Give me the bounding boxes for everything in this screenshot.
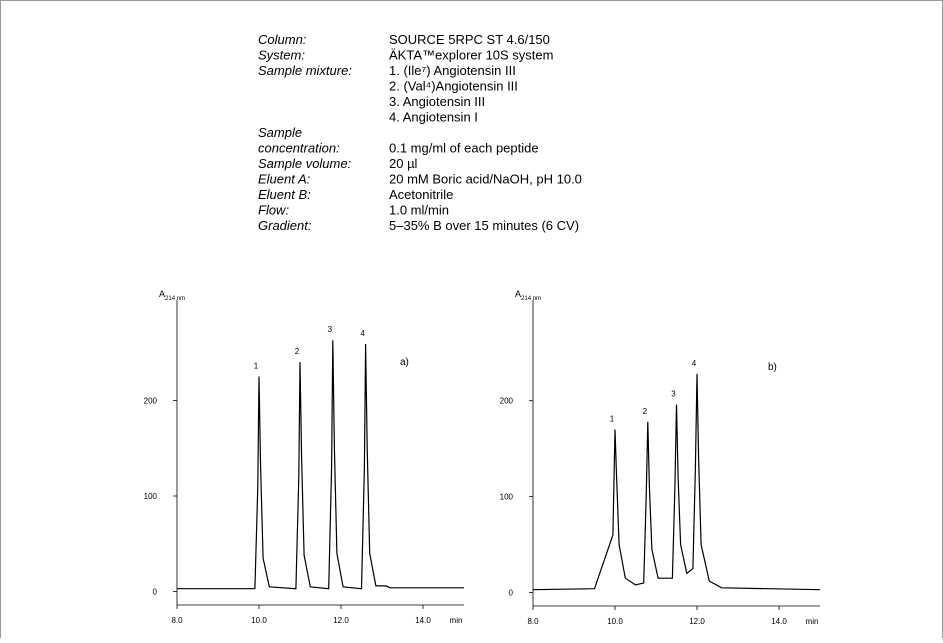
condition-label: System: (258, 48, 305, 63)
condition-value: 0.1 mg/ml of each peptide (389, 141, 539, 156)
y-tick-label: 0 (509, 589, 514, 598)
condition-value: SOURCE 5RPC ST 4.6/150 (389, 32, 550, 47)
x-axis-label: min (450, 616, 463, 625)
y-tick-label: 0 (153, 588, 158, 597)
peak-label: 2 (295, 347, 300, 356)
y-tick-label: 100 (144, 492, 158, 501)
y-tick-label: 100 (500, 493, 514, 502)
x-tick-label: 14.0 (415, 616, 431, 625)
condition-value: Acetonitrile (389, 187, 453, 202)
x-tick-label: 10.0 (607, 617, 623, 626)
condition-value: 4. Angiotensin I (389, 110, 478, 125)
peak-label: 3 (328, 325, 333, 334)
x-tick-label: 12.0 (333, 616, 349, 625)
x-tick-label: 14.0 (771, 617, 787, 626)
peak-label: 4 (360, 329, 365, 338)
y-tick-label: 200 (500, 397, 514, 406)
condition-label: Sample volume: (258, 156, 352, 171)
x-tick-label: 8.0 (171, 616, 183, 625)
y-axis-label: A214 nm (159, 289, 185, 302)
x-axis-label: min (806, 617, 819, 626)
chromatogram-line (177, 340, 464, 590)
y-axis-label-sub: 214 nm (165, 296, 185, 302)
condition-label: Gradient: (258, 218, 312, 233)
x-tick-label: 12.0 (689, 617, 705, 626)
panel-label: a) (400, 357, 409, 368)
peak-label: 1 (254, 361, 259, 370)
y-axis-label-main: A (159, 289, 165, 299)
condition-value: 20 mM Boric acid/NaOH, pH 10.0 (389, 172, 582, 187)
y-axis-label-main: A (515, 289, 521, 299)
condition-label: concentration: (258, 141, 340, 156)
peak-label: 4 (692, 359, 697, 368)
y-axis-label: A214 nm (515, 289, 541, 302)
panel-label: b) (768, 362, 777, 373)
condition-label: Flow: (258, 203, 289, 218)
condition-label: Eluent B: (258, 187, 311, 202)
condition-value: 2. (Val⁴)Angiotensin III (389, 79, 518, 94)
condition-value: 1.0 ml/min (389, 203, 449, 218)
y-axis-label-sub: 214 nm (521, 296, 541, 302)
condition-label: Sample (258, 125, 302, 140)
condition-label: Column: (258, 32, 307, 47)
condition-value: 20 µl (389, 156, 418, 171)
chromatogram-line (532, 373, 821, 591)
y-tick-label: 200 (144, 396, 158, 405)
peak-label: 1 (610, 414, 615, 423)
peak-label: 2 (643, 407, 648, 416)
x-tick-label: 10.0 (251, 616, 267, 625)
condition-label: Sample mixture: (258, 63, 352, 78)
condition-value: 3. Angiotensin III (389, 94, 485, 109)
condition-value: 1. (Ile⁷) Angiotensin III (389, 63, 516, 78)
condition-label: Eluent A: (258, 172, 311, 187)
condition-value: 5–35% B over 15 minutes (6 CV) (389, 218, 579, 233)
peak-label: 3 (671, 390, 676, 399)
x-tick-label: 8.0 (527, 617, 539, 626)
condition-value: ÄKTA™explorer 10S system (389, 48, 553, 63)
